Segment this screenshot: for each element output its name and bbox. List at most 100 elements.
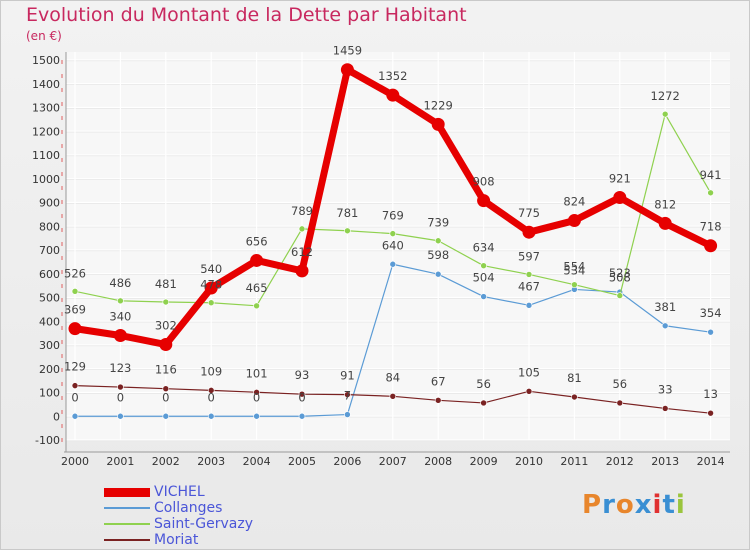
logo-letter: r bbox=[602, 490, 616, 520]
data-label-collanges: 534 bbox=[563, 263, 585, 277]
data-point-moriat bbox=[207, 387, 215, 394]
y-tick-label: 600 bbox=[39, 268, 60, 281]
data-label-saint-gervazy: 481 bbox=[155, 277, 177, 291]
data-label-collanges: 598 bbox=[427, 248, 449, 262]
data-point-collanges bbox=[253, 412, 260, 420]
data-label-vichel: 612 bbox=[291, 245, 313, 259]
x-tick-label: 2008 bbox=[424, 455, 452, 468]
x-tick-label: 2000 bbox=[61, 455, 89, 468]
chart-title: Evolution du Montant de la Dette par Hab… bbox=[26, 4, 467, 26]
legend-label-collanges: Collanges bbox=[154, 500, 223, 516]
data-point-collanges bbox=[525, 302, 533, 309]
data-label-moriat: 116 bbox=[155, 363, 177, 377]
data-label-moriat: 67 bbox=[431, 374, 446, 388]
data-label-collanges: 0 bbox=[162, 390, 169, 404]
legend-item-moriat: Moriat bbox=[104, 532, 304, 548]
y-tick-label: 1100 bbox=[32, 149, 60, 162]
data-label-vichel: 1229 bbox=[424, 98, 453, 112]
data-point-collanges bbox=[661, 322, 669, 330]
data-label-moriat: 105 bbox=[518, 365, 540, 379]
data-label-collanges: 354 bbox=[700, 306, 722, 320]
legend-swatch-collanges bbox=[104, 507, 150, 509]
data-label-saint-gervazy: 739 bbox=[427, 216, 449, 230]
data-label-moriat: 93 bbox=[295, 368, 310, 382]
data-label-moriat: 123 bbox=[109, 361, 131, 375]
data-point-collanges bbox=[389, 260, 397, 268]
data-label-vichel: 540 bbox=[200, 262, 222, 276]
data-label-collanges: 467 bbox=[518, 279, 540, 293]
y-tick-label: 1000 bbox=[32, 173, 60, 186]
data-point-moriat bbox=[71, 382, 79, 389]
legend-item-vichel: VICHEL bbox=[104, 484, 304, 500]
x-tick-label: 2003 bbox=[197, 455, 225, 468]
data-label-moriat: 81 bbox=[567, 371, 582, 385]
data-point-saint-gervazy bbox=[117, 297, 124, 305]
logo-letter: P bbox=[582, 490, 603, 520]
data-label-vichel: 656 bbox=[246, 234, 268, 248]
data-point-saint-gervazy bbox=[616, 292, 624, 299]
y-tick-label: 1200 bbox=[32, 125, 60, 138]
data-point-vichel bbox=[704, 239, 718, 253]
data-point-vichel bbox=[113, 329, 127, 342]
legend-item-collanges: Collanges bbox=[104, 500, 304, 516]
data-label-moriat: 84 bbox=[385, 370, 400, 384]
logo-letter: o bbox=[615, 490, 635, 520]
logo-letter: i bbox=[675, 490, 686, 520]
data-point-collanges bbox=[207, 412, 215, 420]
x-tick-label: 2002 bbox=[152, 455, 180, 468]
data-point-vichel bbox=[477, 194, 491, 208]
legend: VICHEL Collanges Saint-Gervazy Moriat bbox=[104, 484, 304, 548]
data-label-saint-gervazy: 1272 bbox=[651, 89, 680, 103]
data-label-saint-gervazy: 526 bbox=[64, 266, 86, 280]
data-point-saint-gervazy bbox=[207, 299, 215, 307]
data-point-collanges bbox=[434, 270, 442, 278]
data-label-moriat: 109 bbox=[200, 364, 222, 378]
data-point-saint-gervazy bbox=[571, 281, 578, 288]
data-point-vichel bbox=[567, 214, 581, 228]
data-point-collanges bbox=[71, 412, 79, 420]
data-label-vichel: 824 bbox=[563, 195, 585, 209]
data-point-saint-gervazy bbox=[162, 298, 170, 306]
y-tick-label: 1300 bbox=[32, 102, 60, 115]
data-label-moriat: 56 bbox=[612, 377, 627, 391]
data-label-vichel: 340 bbox=[109, 310, 131, 324]
data-label-saint-gervazy: 941 bbox=[700, 168, 722, 182]
x-tick-label: 2001 bbox=[106, 455, 134, 468]
data-label-saint-gervazy: 554 bbox=[563, 260, 585, 274]
data-point-moriat bbox=[389, 392, 397, 400]
data-label-vichel: 369 bbox=[64, 303, 86, 317]
y-tick-label: 800 bbox=[39, 220, 60, 233]
x-tick-label: 2014 bbox=[697, 455, 725, 468]
y-tick-label: 300 bbox=[39, 339, 60, 352]
data-label-saint-gervazy: 465 bbox=[246, 281, 268, 295]
data-point-vichel bbox=[522, 225, 536, 239]
data-label-vichel: 1459 bbox=[333, 44, 362, 58]
data-label-saint-gervazy: 597 bbox=[518, 249, 540, 263]
data-label-saint-gervazy: 634 bbox=[473, 241, 495, 255]
data-label-collanges: 0 bbox=[117, 390, 124, 404]
y-tick-label: -100 bbox=[35, 434, 60, 447]
x-tick-label: 2010 bbox=[515, 455, 543, 468]
data-point-moriat bbox=[253, 388, 260, 396]
data-label-moriat: 91 bbox=[340, 369, 355, 383]
y-tick-label: 500 bbox=[39, 292, 60, 305]
x-tick-label: 2012 bbox=[606, 455, 634, 468]
y-tick-label: 1400 bbox=[32, 78, 60, 91]
data-point-vichel bbox=[250, 253, 264, 267]
data-point-collanges bbox=[707, 328, 714, 336]
data-point-vichel bbox=[613, 191, 627, 205]
y-tick-label: 0 bbox=[53, 410, 60, 423]
y-tick-label: 700 bbox=[39, 244, 60, 257]
legend-swatch-saint-gervazy bbox=[104, 523, 150, 525]
data-point-moriat bbox=[117, 383, 124, 391]
data-point-collanges bbox=[344, 411, 351, 418]
data-point-saint-gervazy bbox=[525, 271, 533, 278]
data-label-collanges: 640 bbox=[382, 238, 404, 252]
x-tick-label: 2013 bbox=[651, 455, 679, 468]
data-label-saint-gervazy: 769 bbox=[382, 209, 404, 223]
y-tick-label: 900 bbox=[39, 197, 60, 210]
legend-label-vichel: VICHEL bbox=[154, 484, 205, 500]
y-tick-label: 400 bbox=[39, 315, 60, 328]
data-point-saint-gervazy bbox=[389, 230, 397, 237]
data-point-vichel bbox=[340, 63, 354, 77]
